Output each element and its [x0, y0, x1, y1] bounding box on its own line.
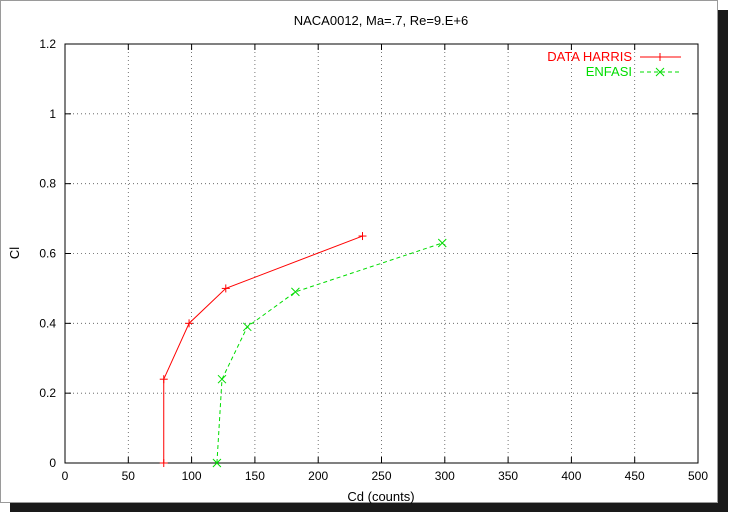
- y-tick-label: 0.6: [39, 247, 56, 261]
- y-tick-label: 0.8: [39, 177, 56, 191]
- y-tick-label: 0.4: [39, 316, 56, 330]
- series-0: [159, 232, 367, 467]
- series-line: [163, 235, 363, 463]
- legend-label: ENFASI: [586, 64, 632, 79]
- x-tick-label: 150: [245, 469, 265, 483]
- cross-marker: [217, 374, 227, 384]
- y-tick-label: 0: [49, 456, 56, 470]
- data-series: [159, 232, 447, 468]
- y-tick-label: 0.2: [39, 386, 56, 400]
- legend-label: DATA HARRIS: [547, 49, 632, 64]
- x-tick-label: 250: [371, 469, 391, 483]
- plus-marker: [656, 53, 664, 61]
- cross-marker: [212, 458, 222, 468]
- plus-marker: [159, 375, 168, 384]
- cross-marker: [291, 287, 300, 297]
- plus-marker: [159, 459, 168, 467]
- cross-marker: [655, 67, 665, 77]
- x-tick-label: 200: [308, 469, 328, 483]
- series-line: [216, 242, 443, 464]
- chart-title: NACA0012, Ma=.7, Re=9.E+6: [294, 13, 469, 28]
- x-tick-label: 500: [688, 469, 708, 483]
- line-chart: 0 50 100 150 200 250 300 350 400 450 500 0 0.2 0.4 0.6…: [7, 13, 708, 504]
- y-tick-label: 1: [49, 107, 56, 121]
- x-tick-label: 400: [561, 469, 581, 483]
- grid-lines: [65, 44, 698, 463]
- x-tick-label: 450: [625, 469, 645, 483]
- y-axis-title: Cl: [7, 247, 22, 259]
- x-tick-label: 0: [62, 469, 69, 483]
- plot-window: 0 50 100 150 200 250 300 350 400 450 500 0 0.2 0.4 0.6…: [0, 0, 718, 504]
- x-tick-label: 50: [122, 469, 136, 483]
- x-tick-label: 100: [182, 469, 202, 483]
- series-1: [212, 238, 447, 468]
- axes: 0 50 100 150 200 250 300 350 400 450 500 0 0.2 0.4 0.6…: [39, 37, 708, 483]
- plus-marker: [185, 319, 194, 328]
- x-axis-title: Cd (counts): [347, 489, 414, 504]
- plus-marker: [221, 284, 230, 293]
- cross-marker: [437, 238, 447, 248]
- plus-marker: [358, 232, 367, 241]
- x-tick-label: 300: [435, 469, 455, 483]
- cross-marker: [242, 322, 252, 332]
- x-tick-label: 350: [498, 469, 518, 483]
- y-tick-label: 1.2: [39, 37, 56, 51]
